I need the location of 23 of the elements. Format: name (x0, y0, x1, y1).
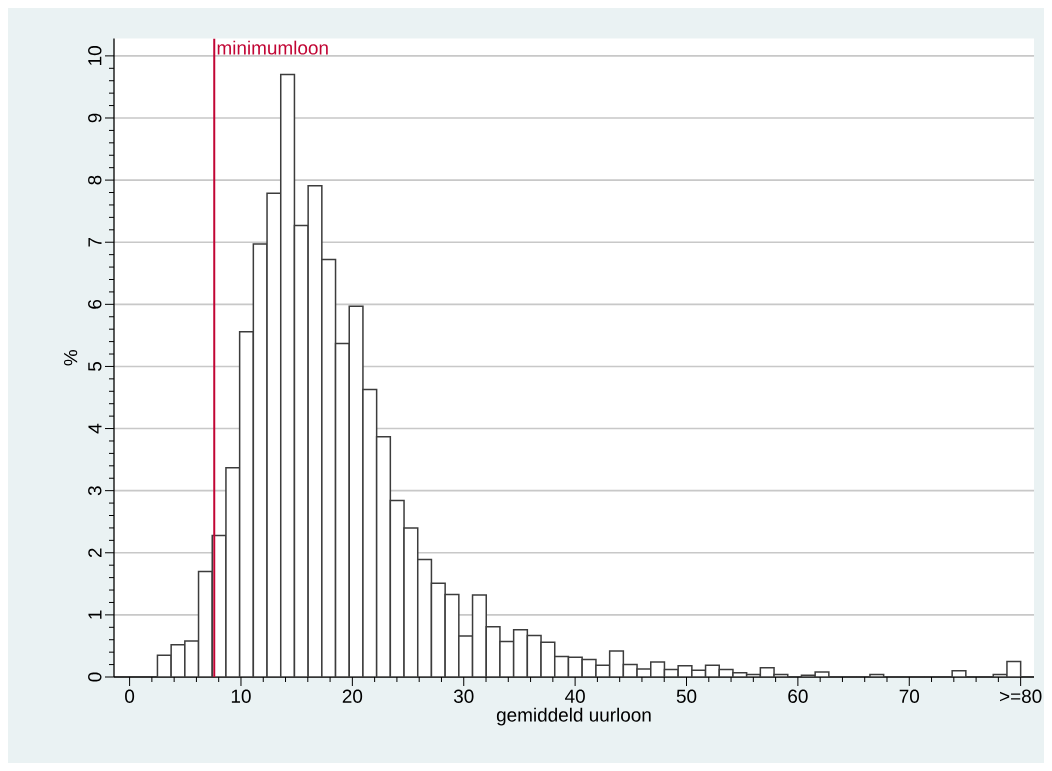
x-tick-label: 40 (565, 689, 585, 703)
y-tick-label: 5 (88, 361, 102, 371)
y-tick-label: 10 (88, 46, 102, 65)
y-tick-label: 0 (88, 672, 102, 682)
x-tick-label: 60 (788, 689, 808, 703)
x-axis-title: gemiddeld uurloon (496, 707, 651, 726)
y-tick-label: 9 (88, 113, 102, 123)
x-tick-label: 10 (231, 689, 251, 703)
y-tick-label: 1 (88, 610, 102, 619)
y-tick-label: 2 (88, 548, 102, 558)
y-tick-label: 3 (88, 486, 102, 496)
x-tick-label: 30 (453, 689, 474, 703)
y-tick-label: 6 (88, 299, 102, 309)
y-tick-label: 7 (88, 237, 102, 247)
x-tick-label: 20 (342, 689, 363, 703)
x-tick-label: 0 (125, 689, 135, 703)
y-tick-label: 8 (88, 175, 102, 185)
x-tick-label: 70 (899, 689, 920, 703)
x-tick-label: 50 (676, 689, 697, 703)
x-tick-label: >=80 (1000, 689, 1042, 703)
y-tick-label: 4 (88, 423, 102, 434)
ref-line-label: minimumloon (217, 40, 328, 55)
y-axis-title: % (64, 350, 78, 366)
